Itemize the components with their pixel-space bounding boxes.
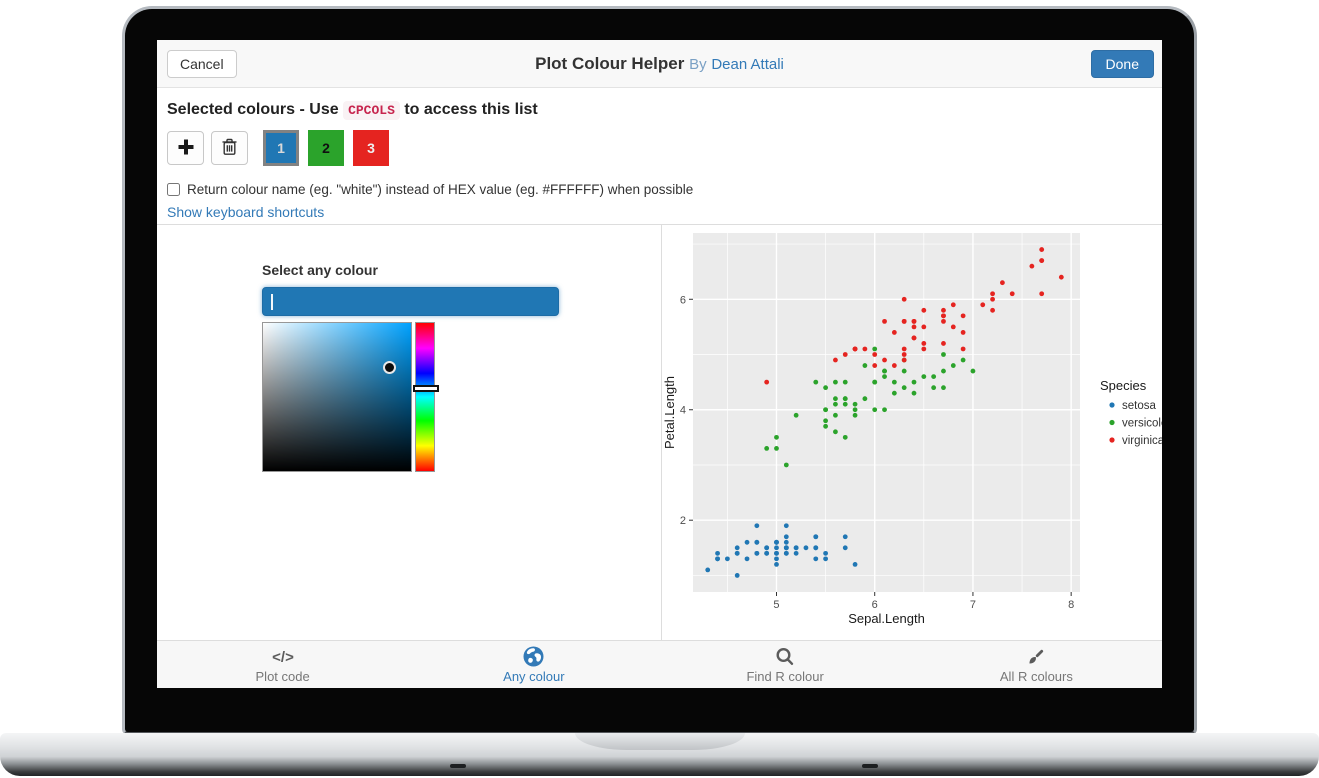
hue-slider[interactable] xyxy=(413,322,439,472)
svg-text:setosa: setosa xyxy=(1122,400,1156,412)
colour-input-label: Select any colour xyxy=(262,262,378,278)
svg-text:4: 4 xyxy=(680,405,686,417)
svg-text:Petal.Length: Petal.Length xyxy=(662,376,677,449)
selected-colours-section: Selected colours - Use CPCOLS to access … xyxy=(157,88,1162,225)
plot-preview-panel: 5 6 7 8 2 4 6 Sepal.Length Petal.Length Species se… xyxy=(662,225,1162,640)
colour-picker-widget: Select any colour xyxy=(262,262,559,472)
code-icon: </> xyxy=(269,646,297,668)
laptop-foot xyxy=(862,764,878,768)
add-colour-button[interactable] xyxy=(167,131,204,165)
heading-suffix: to access this list xyxy=(404,101,538,118)
brush-icon xyxy=(1026,646,1046,668)
app-title: Plot Colour Helper xyxy=(535,53,685,73)
plot-colour-helper-app: Plot Colour Helper By Dean Attali Cancel… xyxy=(157,40,1162,688)
colour-name-checkbox-label: Return colour name (eg. "white") instead… xyxy=(187,182,694,197)
saturation-value-square[interactable] xyxy=(262,322,412,472)
svg-text:2: 2 xyxy=(680,515,686,527)
colour-swatch-2[interactable]: 2 xyxy=(308,130,344,166)
plus-icon xyxy=(177,138,195,159)
top-navbar: Plot Colour Helper By Dean Attali Cancel… xyxy=(157,40,1162,88)
tab-content: Select any colour 5 6 7 8 2 4 6 Sepal.Length Pet… xyxy=(157,225,1162,640)
cancel-button[interactable]: Cancel xyxy=(167,49,237,78)
tab-label: Any colour xyxy=(503,668,565,684)
svg-text:5: 5 xyxy=(773,599,779,611)
bottom-tab-bar: </> Plot code Any colour Find R colour All R… xyxy=(157,640,1162,688)
svg-text:7: 7 xyxy=(970,599,976,611)
heading-prefix: Selected colours - Use xyxy=(167,101,339,118)
tab-all-r-colours[interactable]: All R colours xyxy=(911,641,1162,688)
search-icon xyxy=(775,646,795,668)
svg-text:6: 6 xyxy=(680,294,686,306)
laptop-lid-notch xyxy=(574,733,745,750)
done-button[interactable]: Done xyxy=(1090,49,1154,78)
svg-text:versicolor: versicolor xyxy=(1122,418,1162,430)
svg-text:8: 8 xyxy=(1068,599,1074,611)
svg-text:</>: </> xyxy=(272,649,294,666)
colour-marker[interactable] xyxy=(382,361,396,375)
tab-label: All R colours xyxy=(999,668,1073,684)
colour-swatch-3[interactable]: 3 xyxy=(353,130,389,166)
hue-slider-handle[interactable] xyxy=(413,385,439,393)
any-colour-panel: Select any colour xyxy=(157,225,662,640)
svg-text:virginica: virginica xyxy=(1122,435,1162,447)
laptop-base xyxy=(0,733,1319,776)
colour-name-option: Return colour name (eg. "white") instead… xyxy=(167,182,1152,197)
cpcols-code: CPCOLS xyxy=(343,101,400,120)
tab-find-r-colour[interactable]: Find R colour xyxy=(660,641,911,688)
show-keyboard-shortcuts-link[interactable]: Show keyboard shortcuts xyxy=(167,204,325,220)
tab-label: Plot code xyxy=(255,668,310,684)
svg-text:Species: Species xyxy=(1100,378,1147,393)
svg-text:Sepal.Length: Sepal.Length xyxy=(848,611,925,626)
selected-colours-heading: Selected colours - Use CPCOLS to access … xyxy=(167,100,1152,121)
byline: By xyxy=(689,55,707,73)
text-cursor xyxy=(271,294,273,310)
laptop-foot xyxy=(450,764,466,768)
colour-name-checkbox[interactable] xyxy=(167,183,180,196)
globe-icon xyxy=(523,646,544,668)
tab-plot-code[interactable]: </> Plot code xyxy=(157,641,408,688)
delete-colour-button[interactable] xyxy=(211,131,248,165)
trash-icon xyxy=(221,138,238,159)
tab-label: Find R colour xyxy=(746,668,824,684)
colour-input[interactable] xyxy=(262,287,559,316)
tab-any-colour[interactable]: Any colour xyxy=(408,641,659,688)
svg-text:6: 6 xyxy=(872,599,878,611)
colour-swatch-1[interactable]: 1 xyxy=(263,130,299,166)
author-link[interactable]: Dean Attali xyxy=(711,55,784,73)
page-title: Plot Colour Helper By Dean Attali xyxy=(157,54,1162,74)
colour-picker-popup xyxy=(262,322,559,472)
